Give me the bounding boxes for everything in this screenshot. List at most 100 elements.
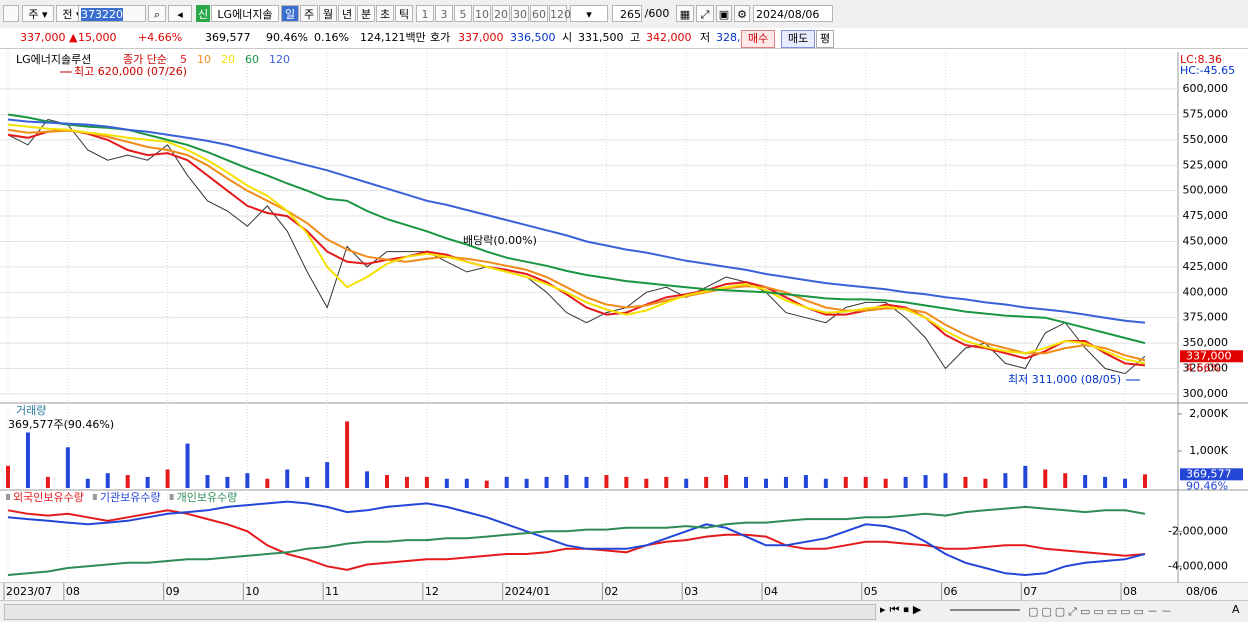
current-label: 337,000 <box>1186 349 1232 362</box>
settings-icon[interactable]: ⚙ <box>734 5 750 22</box>
interval-button[interactable]: 1 <box>416 5 434 22</box>
current-tag <box>1180 468 1243 481</box>
volume-bar <box>1103 476 1108 488</box>
series-line <box>7 123 1146 365</box>
buy-button[interactable]: 매수 <box>741 30 776 48</box>
interval-button[interactable]: 5 <box>454 5 472 22</box>
low-label: 저 <box>700 31 711 44</box>
x-tick-label: 03 <box>684 585 698 598</box>
volume-bar <box>385 475 389 488</box>
x-tick-label: 07 <box>1023 585 1037 598</box>
empty-select[interactable]: ▾ <box>570 5 608 22</box>
unit-button[interactable]: 주 <box>300 5 318 22</box>
tool-icons[interactable]: ▢▢▢⤢▭▭▭▭▭－－ <box>1028 605 1175 618</box>
tool-icon[interactable]: ⤢ <box>696 5 714 22</box>
interval-button[interactable]: 30 <box>511 5 529 22</box>
menu-icon[interactable] <box>3 5 19 22</box>
interval-button[interactable]: 3 <box>435 5 453 22</box>
current-rate: 90.46% <box>1186 479 1228 492</box>
volume-bar <box>1143 474 1147 488</box>
sell-button[interactable]: 매도 <box>781 30 816 48</box>
x-tick-label: 11 <box>325 585 339 598</box>
ask: 337,000 <box>458 31 504 44</box>
font-button[interactable]: A <box>1232 603 1240 616</box>
price: 337,000 ▲ <box>20 31 78 44</box>
unit-button[interactable]: 분 <box>357 5 375 22</box>
legend-swatch <box>169 494 174 500</box>
volume-bar <box>524 478 529 488</box>
hc-label: HC:-45.65 <box>1180 64 1235 77</box>
volume-bar <box>424 476 429 488</box>
time-axis-bg <box>0 583 1248 600</box>
tool-icon[interactable]: ▦ <box>676 5 694 22</box>
x-tick-label: 10 <box>245 585 259 598</box>
x-tick-label: 04 <box>764 585 778 598</box>
unit-button[interactable]: 월 <box>319 5 337 22</box>
y-tick-label: -4,000,000 <box>1168 559 1228 572</box>
volume-bar <box>943 473 948 488</box>
volume-bar <box>45 476 50 488</box>
x-tick-label: 05 <box>864 585 878 598</box>
volume-bar <box>305 476 310 488</box>
rate: +4.66% <box>138 31 183 44</box>
volume-bar <box>923 475 928 488</box>
volume-bar <box>644 478 649 488</box>
high: 342,000 <box>646 31 692 44</box>
legend-entry: 외국인보유수량 <box>13 491 84 504</box>
playback-controls[interactable]: ▸⏮⏹▶ <box>880 603 926 616</box>
volume-bar <box>265 478 270 488</box>
volume-bar <box>325 462 330 488</box>
volume-bar <box>724 475 729 488</box>
volume-rate: 90.46% <box>266 31 308 44</box>
volume-bar <box>125 475 130 488</box>
bottom-toolbar: ▸⏮⏹▶ ▢▢▢⤢▭▭▭▭▭－－ A <box>0 600 1248 622</box>
volume-bar <box>25 432 30 488</box>
volume-bar <box>285 469 290 488</box>
annotation: 최저 311,000 (08/05) <box>1008 373 1121 386</box>
unit-button[interactable]: 년 <box>338 5 356 22</box>
y-tick-label: 600,000 <box>1183 82 1229 95</box>
volume-bar <box>464 478 469 488</box>
interval-button[interactable]: 60 <box>530 5 548 22</box>
high-label: 고 <box>630 31 641 44</box>
period-type[interactable]: 주 ▾ <box>22 5 54 22</box>
series-line <box>7 509 1146 571</box>
sound-button[interactable]: ◂ <box>168 5 192 22</box>
count-input[interactable]: 265 <box>612 5 642 22</box>
volume-bar <box>704 476 709 488</box>
save-icon[interactable]: ▣ <box>716 5 732 22</box>
interval-button[interactable]: 120 <box>549 5 571 22</box>
unit-button[interactable]: 초 <box>376 5 394 22</box>
volume-bar <box>105 473 110 488</box>
y-tick-label: 375,000 <box>1183 311 1229 324</box>
y-tick-label: 2,000K <box>1189 407 1228 420</box>
y-tick-label: 325,000 <box>1183 361 1229 374</box>
stock-name[interactable]: LG에너지솔 <box>211 5 279 22</box>
series-line <box>7 113 1146 345</box>
volume-bar <box>444 478 449 488</box>
volume-bar <box>544 476 549 488</box>
volume-bar <box>883 478 888 488</box>
chart-title: LG에너지솔루션 <box>16 53 91 66</box>
open-label: 시 <box>562 31 573 44</box>
interval-button[interactable]: 20 <box>492 5 510 22</box>
volume-bar <box>764 478 768 488</box>
y-tick-label: 1,000K <box>1189 444 1228 457</box>
unit-button[interactable]: 일 <box>281 5 299 22</box>
zoom-slider[interactable] <box>950 609 1020 611</box>
date-input[interactable]: 2024/08/06 <box>753 5 833 22</box>
volume-bar <box>1123 478 1128 488</box>
search-button[interactable]: ⌕ <box>148 5 166 22</box>
y-tick-label: 450,000 <box>1183 234 1229 247</box>
change: 15,000 <box>78 31 117 44</box>
interval-button[interactable]: 10 <box>473 5 491 22</box>
eval-button[interactable]: 평 <box>816 30 835 48</box>
bid: 336,500 <box>510 31 556 44</box>
unit-button[interactable]: 틱 <box>395 5 413 22</box>
y-tick-label: 400,000 <box>1183 285 1229 298</box>
quote-row: 337,000 ▲ 15,000 +4.66% 369,577 90.46% 0… <box>0 28 1248 49</box>
scrollbar[interactable] <box>4 604 876 620</box>
y-tick-label: -2,000,000 <box>1168 524 1228 537</box>
volume-bar <box>803 475 808 488</box>
code-input[interactable]: 373220 <box>78 5 146 22</box>
